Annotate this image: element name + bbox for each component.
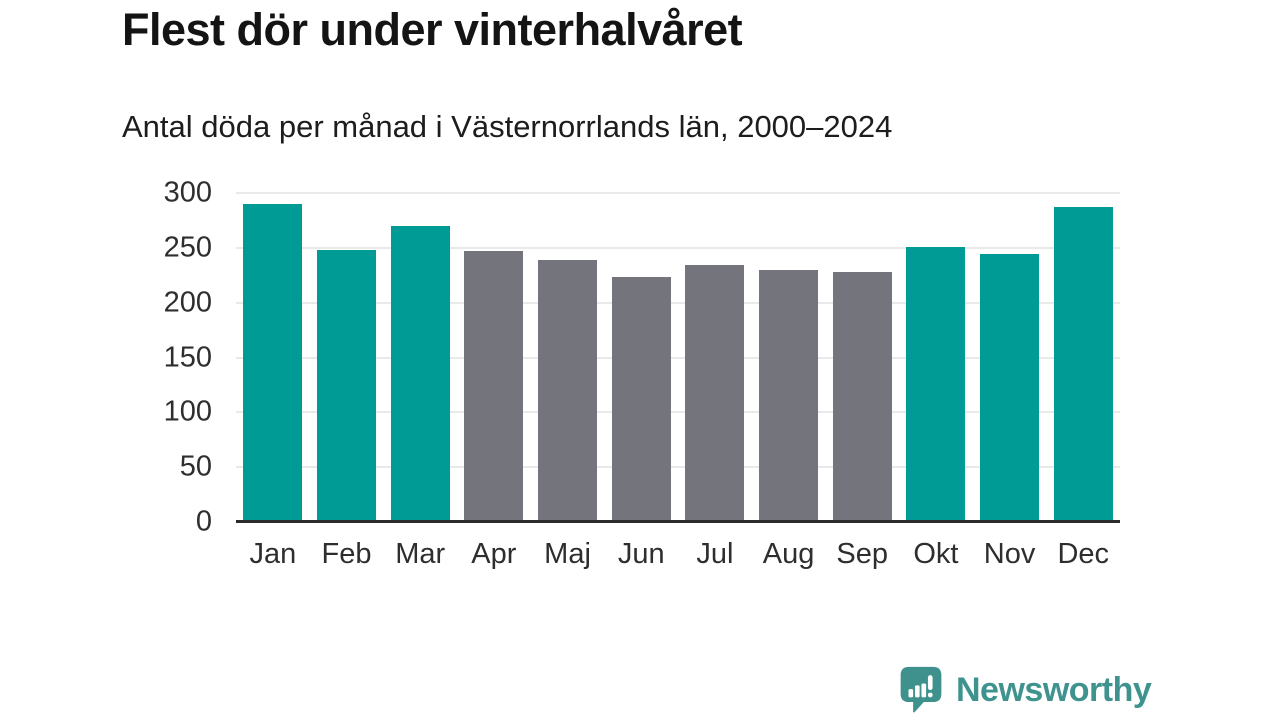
bar-column-jun xyxy=(604,193,678,522)
y-tick-label: 50 xyxy=(179,450,212,483)
bar-dec xyxy=(1053,207,1113,522)
y-tick-label: 150 xyxy=(163,341,212,373)
bar-column-jul xyxy=(678,193,752,522)
gridline xyxy=(236,411,1120,414)
bar-column-feb xyxy=(310,193,384,522)
bar-nov xyxy=(980,254,1040,522)
x-tick-label: Mar xyxy=(395,538,446,570)
y-axis-labels: 0 50 100 150 200 250 300 xyxy=(100,178,212,536)
bar-okt xyxy=(906,246,966,522)
x-tick-label: Jan xyxy=(249,538,297,570)
gridline xyxy=(236,466,1120,469)
bar-sep xyxy=(832,271,892,522)
bar-column-aug xyxy=(752,193,826,522)
bar-column-sep xyxy=(825,193,899,522)
bars-layer xyxy=(236,193,1120,522)
gridline xyxy=(236,301,1120,304)
bar-jul xyxy=(685,265,745,522)
gridline xyxy=(236,246,1120,249)
chart-title: Flest dör under vinterhalvåret xyxy=(122,4,743,55)
bar-column-okt xyxy=(899,193,973,522)
x-tick-label: Okt xyxy=(913,538,959,570)
bar-feb xyxy=(317,250,376,522)
y-tick-label: 100 xyxy=(163,395,212,428)
y-tick-label: 300 xyxy=(163,176,212,209)
chart-subtitle: Antal döda per månad i Västernorrlands l… xyxy=(122,109,893,144)
x-tick-label: Nov xyxy=(983,538,1036,570)
x-axis-line xyxy=(236,520,1120,523)
x-tick-label: Jun xyxy=(617,538,665,570)
x-tick-label: Sep xyxy=(836,538,889,570)
y-tick-label: 200 xyxy=(163,286,212,319)
brand-footer: Newsworthy xyxy=(896,665,1152,715)
plot-area xyxy=(236,192,1120,523)
bar-aug xyxy=(759,269,819,522)
gridline xyxy=(236,192,1120,194)
y-tick-label: 250 xyxy=(163,231,212,264)
bar-jan xyxy=(243,203,303,522)
bar-column-jan xyxy=(236,193,310,522)
x-tick-label: Jul xyxy=(696,538,734,570)
bar-column-dec xyxy=(1046,193,1120,522)
bar-maj xyxy=(538,259,598,522)
bar-column-mar xyxy=(383,193,457,522)
bar-jun xyxy=(611,277,671,522)
x-tick-label: Aug xyxy=(762,538,815,570)
bar-column-nov xyxy=(973,193,1047,522)
bar-apr xyxy=(464,251,524,522)
bar-column-maj xyxy=(531,193,605,522)
bar-mar xyxy=(390,225,450,522)
brand-name: Newsworthy xyxy=(956,670,1152,709)
x-tick-label: Apr xyxy=(471,538,517,570)
bar-column-apr xyxy=(457,193,531,522)
gridline xyxy=(236,356,1120,359)
x-tick-label: Dec xyxy=(1057,538,1110,570)
x-axis-labels: Jan Feb Mar Apr Maj Jun Jul Aug Sep Okt Nov Dec xyxy=(236,538,1120,582)
y-tick-label: 0 xyxy=(195,505,212,538)
x-tick-label: Maj xyxy=(544,538,591,570)
newsworthy-logo-icon xyxy=(900,666,942,713)
x-tick-label: Feb xyxy=(321,538,372,570)
